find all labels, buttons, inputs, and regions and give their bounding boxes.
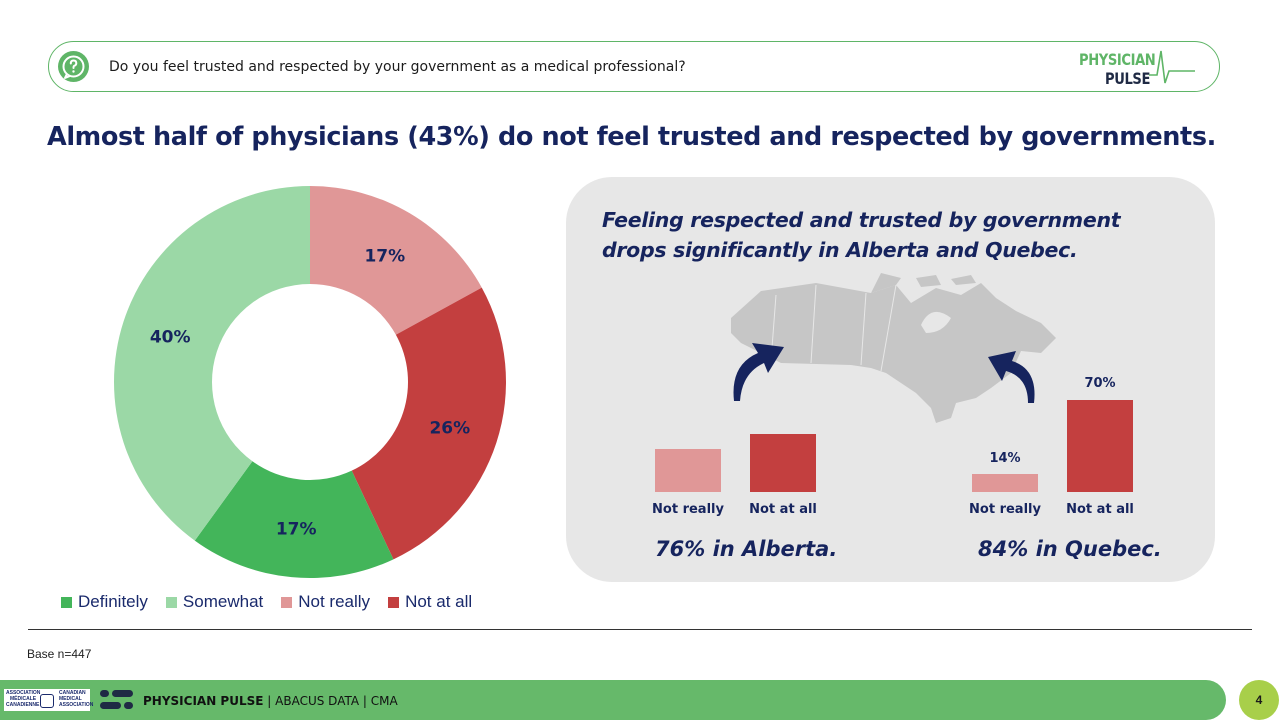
- cma-logo: ASSOCIATION MÉDICALE CANADIENNE CANADIAN…: [4, 689, 94, 711]
- donut-label-not-really: 17%: [364, 246, 405, 266]
- donut-slice-somewhat: [114, 186, 310, 541]
- quebec-arrow-icon: [988, 351, 1035, 403]
- alberta-bar-not-at-all: [750, 434, 816, 492]
- quebec-summary: 84% in Quebec.: [978, 537, 1162, 561]
- abacus-mark-icon: [100, 690, 133, 709]
- alberta-summary: 76% in Alberta.: [655, 537, 838, 561]
- donut-slice-definitely: [194, 461, 394, 578]
- panel-title: Feeling respected and trusted by governm…: [602, 208, 1121, 262]
- cma-logo-text: CANADIAN: [59, 690, 86, 696]
- chart-legend: Definitely Somewhat Not really Not at al…: [61, 592, 490, 612]
- alberta-arrow-icon: [733, 343, 784, 401]
- physician-pulse-logo: PHYSICIAN PULSE: [1077, 47, 1195, 89]
- donut-chart: 17% 26% 17% 40%: [114, 186, 506, 578]
- quebec-bar-not-at-all: [1067, 400, 1133, 492]
- cma-logo-text: CANADIENNE: [6, 702, 40, 708]
- footer-divider: [28, 629, 1252, 630]
- question-banner: Do you feel trusted and respected by you…: [48, 41, 1220, 92]
- legend-swatch-definitely: [61, 596, 72, 608]
- quebec-label-not-at-all: Not at all: [1066, 502, 1134, 517]
- alberta-label-not-really: Not really: [652, 502, 724, 517]
- logo-line2: PULSE: [1105, 69, 1150, 88]
- page-number: 4: [1239, 680, 1279, 720]
- footer-credits-rest: | ABACUS DATA | CMA: [263, 694, 398, 708]
- donut-label-not-at-all: 26%: [429, 418, 470, 438]
- legend-label: Somewhat: [182, 592, 264, 611]
- page-title: Almost half of physicians (43%) do not f…: [47, 122, 1216, 152]
- legend-swatch-not-really: [281, 596, 293, 608]
- cma-logo-text: MÉDICALE: [10, 696, 37, 702]
- quebec-value-not-really: 14%: [989, 451, 1021, 466]
- alberta-bar-not-really: [655, 449, 721, 492]
- footer-brand: PHYSICIAN PULSE: [143, 694, 264, 708]
- legend-label: Definitely: [78, 592, 148, 611]
- pulse-line-icon: [1149, 50, 1195, 84]
- cma-logo-text: ASSOCIATION: [6, 690, 41, 696]
- legend-item-somewhat: Somewhat: [165, 592, 264, 612]
- base-note: Base n=447: [27, 647, 92, 661]
- legend-label: Not at all: [405, 592, 473, 611]
- legend-swatch-not-at-all: [388, 596, 400, 608]
- quebec-bar-not-really: [972, 474, 1038, 492]
- donut-slice-not-really: [310, 186, 482, 335]
- question-text: Do you feel trusted and respected by you…: [109, 59, 686, 75]
- donut-label-definitely: 17%: [276, 519, 317, 539]
- legend-label: Not really: [298, 592, 371, 611]
- logo-line1: PHYSICIAN: [1079, 50, 1156, 69]
- donut-label-somewhat: 40%: [150, 328, 191, 348]
- regional-panel: Feeling respected and trusted by governm…: [566, 177, 1215, 582]
- alberta-label-not-at-all: Not at all: [749, 502, 817, 517]
- cma-logo-text: ASSOCIATION: [59, 702, 94, 708]
- cma-emblem-icon: [40, 694, 54, 708]
- question-icon: [58, 51, 89, 82]
- legend-item-not-really: Not really: [281, 592, 370, 612]
- quebec-value-not-at-all: 70%: [1084, 376, 1116, 391]
- footer-bar: ASSOCIATION MÉDICALE CANADIENNE CANADIAN…: [0, 680, 1226, 720]
- legend-item-not-at-all: Not at all: [388, 592, 472, 612]
- footer-credits: PHYSICIAN PULSE | ABACUS DATA | CMA: [143, 694, 398, 708]
- canada-map-icon: [731, 273, 1056, 423]
- cma-logo-text: MEDICAL: [59, 696, 82, 702]
- donut-slice-not-at-all: [351, 287, 506, 560]
- quebec-label-not-really: Not really: [969, 502, 1041, 517]
- legend-swatch-somewhat: [165, 596, 177, 608]
- legend-item-definitely: Definitely: [61, 592, 148, 612]
